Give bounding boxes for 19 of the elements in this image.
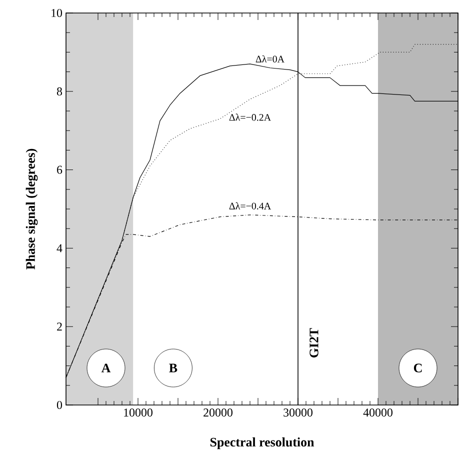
y-tick-label: 10 <box>52 8 62 18</box>
x-axis-title: Spectral resolution <box>210 437 314 450</box>
x-tick-label: 10000 <box>124 408 152 417</box>
series-label: Δλ=−0.2A <box>229 114 271 121</box>
band-label: A <box>101 364 111 372</box>
y-tick-label: 4 <box>56 244 62 252</box>
y-tick-label: 8 <box>56 87 62 96</box>
y-axis-title: Phase signal (degrees) <box>26 148 38 270</box>
band-label: B <box>169 364 178 372</box>
x-tick-label: 30000 <box>284 408 312 417</box>
y-tick-label: 6 <box>57 166 62 174</box>
series-label: Δλ=0A <box>256 55 284 62</box>
x-tick-label: 20000 <box>204 408 232 417</box>
y-tick-label: 2 <box>57 322 62 331</box>
ref-line-label: GI2T <box>310 328 318 358</box>
y-tick-label: 0 <box>56 400 62 410</box>
band-label: C <box>414 364 422 372</box>
x-tick-label: 40000 <box>363 408 392 417</box>
series-label: Δλ=−0.4A <box>229 202 271 210</box>
